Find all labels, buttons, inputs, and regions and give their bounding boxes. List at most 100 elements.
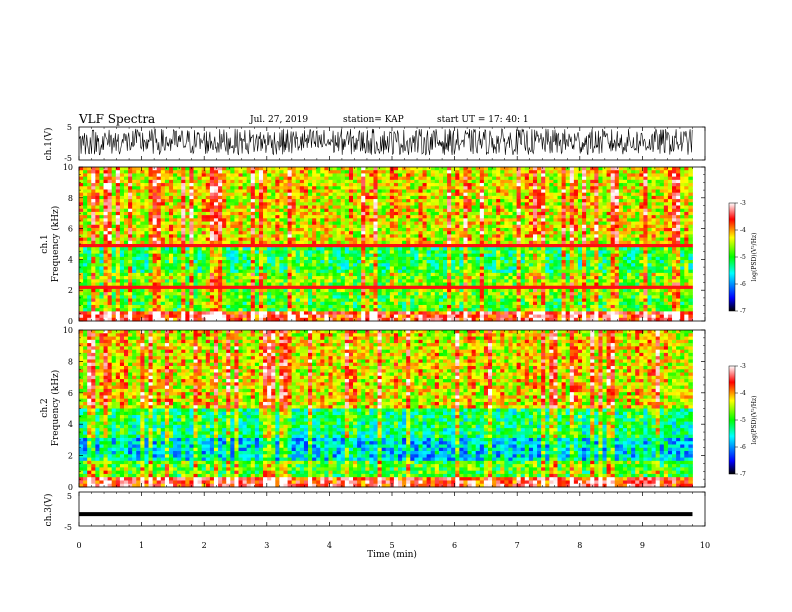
spectrogram-cell [422,314,428,319]
spectrogram-cell [242,237,248,242]
spectrogram-cell [320,282,325,287]
spectrogram-cell [308,227,313,232]
spectrogram-cell [291,211,297,216]
spectrogram-cell [369,192,374,197]
spectrogram-cell [87,292,92,296]
spectrogram-cell [402,192,407,197]
spectrogram-cell [181,263,186,267]
spectrogram-cell [471,314,477,319]
spectrogram-cell [336,202,342,206]
spectrogram-cell [205,227,211,232]
spectrogram-cell [115,237,121,242]
spectrogram-cell [357,208,362,213]
spectrogram-cell [369,167,374,171]
spectrogram-cell [430,205,436,210]
spectrogram-cell [111,311,117,315]
spectrogram-cell [177,221,182,226]
spectrogram-cell [128,276,133,280]
spectrogram-cell [287,272,293,277]
spectrogram-cell [447,170,452,174]
spectrogram-cell [128,202,133,206]
spectrogram-cell [353,218,358,222]
spectrogram-cell [230,202,235,206]
spectrogram-cell [320,205,325,210]
spectrogram-cell [361,218,366,222]
spectrogram-cell [189,244,194,248]
spectrogram-cell [344,240,350,245]
spectrogram-cell [160,237,166,242]
spectrogram-cell [479,227,485,232]
spectrogram-cell [434,176,440,181]
spectrogram-cell [332,288,338,293]
spectrogram-cell [393,221,399,226]
spectrogram-cell [160,317,166,322]
spectrogram-cell [312,224,317,229]
spectrogram-cell [389,202,395,206]
spectrogram-cell [438,282,444,287]
spectrogram-cell [312,186,317,190]
spectrogram-cell [385,247,391,251]
spectrogram-cell [357,276,362,280]
spectrogram-cell [422,256,428,261]
spectrogram-cell [291,202,297,206]
spectrogram-cell [447,253,452,258]
spectrogram-cell [181,234,186,238]
spectrogram-cell [193,247,199,251]
spectrogram-cell [91,208,96,213]
spectrogram-cell [144,227,149,232]
spectrogram-cell [83,317,88,322]
spectrogram-cell [422,260,428,264]
spectrogram-cell [156,234,162,238]
spectrogram-cell [340,202,346,206]
spectrogram-cell [328,314,333,319]
spectrogram-cell [463,263,468,267]
spectrogram-cell [218,227,223,232]
spectrogram-cell [234,179,239,184]
spectrogram-cell [332,167,338,171]
spectrogram-cell [267,285,272,290]
spectrogram-cell [189,308,194,312]
spectrogram-cell [275,304,280,309]
spectrogram-cell [393,205,399,210]
spectrogram-cell [447,227,452,232]
spectrogram-cell [246,167,252,171]
spectrogram-cell [246,234,252,238]
spectrogram-cell [205,189,211,194]
spectrogram-cell [332,308,338,312]
spectrogram-cell [353,256,358,261]
spectrogram-cell [242,176,248,181]
spectrogram-cell [103,202,109,206]
spectrogram-cell [422,247,428,251]
spectrogram-cell [254,276,260,280]
spectrogram-cell [365,256,370,261]
spectrogram-cell [271,221,276,226]
spectrogram-cell [353,231,358,235]
spectrogram-cell [455,285,460,290]
spectrogram-cell [393,186,399,190]
spectrogram-cell [91,279,96,283]
spectrogram-cell [283,237,288,242]
spectrogram-cell [128,195,133,200]
spectrogram-cell [254,295,260,299]
spectrogram-cell [295,183,301,187]
spectrogram-cell [164,263,170,267]
spectrogram-cell [479,205,485,210]
spectrogram-cell [406,276,411,280]
spectrogram-cell [385,317,391,322]
spectrogram-cell [197,250,203,255]
spectrogram-cell [275,317,280,322]
spectrogram-cell [455,237,460,242]
spectrogram-cell [213,263,219,267]
spectrogram-cell [324,269,329,274]
spectrogram-cell [443,199,448,203]
spectrogram-cell [447,314,452,319]
spectrogram-cell [87,308,92,312]
spectrogram-cell [209,295,215,299]
spectrogram-cell [87,269,92,274]
spectrogram-cell [377,183,383,187]
spectrogram-cell [328,279,333,283]
spectrogram-cell [500,240,505,245]
spectrogram-cell [303,288,309,293]
spectrogram-cell [197,205,203,210]
spectrogram-cell [177,311,182,315]
